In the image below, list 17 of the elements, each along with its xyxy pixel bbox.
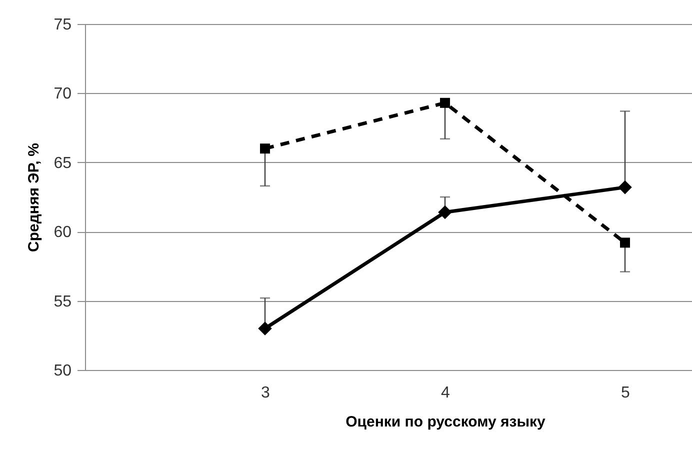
point xyxy=(620,238,630,248)
x-tick-label: 5 xyxy=(621,384,630,402)
y-tick-label: 65 xyxy=(54,154,72,172)
y-tick-label: 75 xyxy=(54,16,72,34)
y-tick-label: 55 xyxy=(54,293,72,310)
x-tick-label: 4 xyxy=(441,384,450,402)
point xyxy=(618,180,632,194)
y-tick-label: 70 xyxy=(54,86,72,103)
point xyxy=(438,205,452,220)
x-tick-label: 3 xyxy=(261,384,270,402)
point xyxy=(260,144,270,154)
point xyxy=(440,98,450,108)
y-tick-label: 60 xyxy=(54,224,72,242)
y-tick-label: 50 xyxy=(54,362,72,380)
y-axis-title: Средняя ЭР, % xyxy=(26,143,43,252)
x-axis-title: Оценки по русскому языку xyxy=(346,414,546,430)
point xyxy=(258,322,272,336)
